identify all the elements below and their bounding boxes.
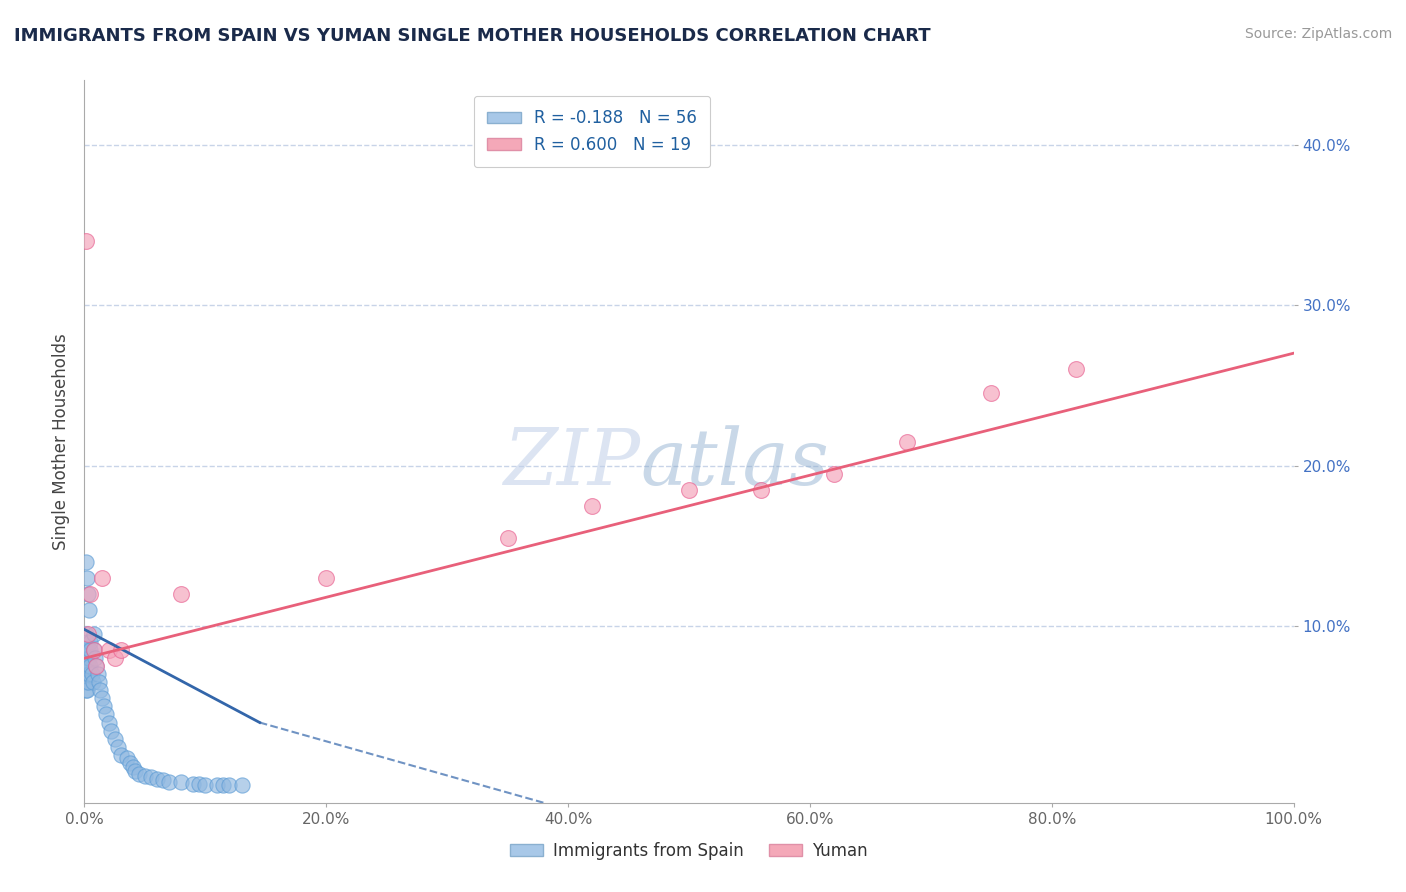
- Point: [75, 643, 97, 657]
- Point: [77, 643, 100, 657]
- Point: [121, 760, 143, 774]
- Point: [170, 587, 193, 601]
- Point: [678, 483, 700, 497]
- Point: [79, 587, 101, 601]
- Point: [581, 499, 603, 513]
- Point: [89, 683, 111, 698]
- Point: [77, 651, 100, 665]
- Point: [110, 747, 132, 762]
- Text: atlas: atlas: [641, 425, 830, 501]
- Point: [107, 739, 129, 754]
- Point: [77, 675, 100, 690]
- Point: [218, 778, 240, 792]
- Point: [91, 691, 114, 706]
- Point: [128, 767, 150, 781]
- Text: ZIP: ZIP: [503, 425, 641, 501]
- Point: [77, 587, 100, 601]
- Point: [188, 776, 211, 790]
- Point: [315, 571, 337, 585]
- Point: [97, 643, 120, 657]
- Point: [86, 659, 108, 673]
- Text: IMMIGRANTS FROM SPAIN VS YUMAN SINGLE MOTHER HOUSEHOLDS CORRELATION CHART: IMMIGRANTS FROM SPAIN VS YUMAN SINGLE MO…: [14, 27, 931, 45]
- Point: [751, 483, 773, 497]
- Point: [980, 386, 1002, 401]
- Point: [77, 627, 100, 641]
- Point: [139, 770, 162, 784]
- Point: [82, 675, 104, 690]
- Point: [207, 778, 229, 792]
- Point: [86, 659, 108, 673]
- Point: [76, 571, 98, 585]
- Point: [496, 531, 519, 545]
- Y-axis label: Single Mother Households: Single Mother Households: [52, 334, 70, 549]
- Point: [823, 467, 845, 481]
- Point: [146, 772, 169, 786]
- Point: [134, 768, 156, 782]
- Point: [181, 776, 204, 790]
- Point: [75, 234, 97, 248]
- Point: [93, 699, 115, 714]
- Point: [75, 675, 97, 690]
- Point: [100, 723, 122, 738]
- Point: [231, 778, 253, 792]
- Point: [79, 643, 101, 657]
- Point: [75, 627, 97, 641]
- Point: [79, 635, 101, 649]
- Point: [1064, 362, 1087, 376]
- Point: [75, 683, 97, 698]
- Point: [170, 775, 193, 789]
- Point: [75, 555, 97, 569]
- Point: [76, 651, 98, 665]
- Point: [124, 764, 146, 778]
- Point: [87, 675, 110, 690]
- Point: [80, 667, 103, 681]
- Point: [104, 731, 127, 746]
- Point: [104, 651, 127, 665]
- Point: [97, 715, 120, 730]
- Point: [84, 651, 107, 665]
- Point: [76, 635, 98, 649]
- Point: [79, 659, 101, 673]
- Point: [212, 778, 235, 792]
- Point: [77, 659, 100, 673]
- Point: [83, 643, 105, 657]
- Point: [76, 683, 98, 698]
- Point: [152, 773, 174, 788]
- Point: [83, 643, 105, 657]
- Point: [115, 751, 138, 765]
- Point: [91, 571, 114, 585]
- Legend: Immigrants from Spain, Yuman: Immigrants from Spain, Yuman: [503, 836, 875, 867]
- Point: [77, 603, 100, 617]
- Point: [86, 667, 108, 681]
- Point: [120, 756, 142, 770]
- Point: [194, 778, 217, 792]
- Point: [94, 707, 117, 722]
- Point: [76, 667, 98, 681]
- Point: [110, 643, 132, 657]
- Point: [157, 775, 180, 789]
- Point: [83, 627, 105, 641]
- Text: Source: ZipAtlas.com: Source: ZipAtlas.com: [1244, 27, 1392, 41]
- Point: [75, 659, 97, 673]
- Point: [896, 434, 918, 449]
- Point: [77, 667, 100, 681]
